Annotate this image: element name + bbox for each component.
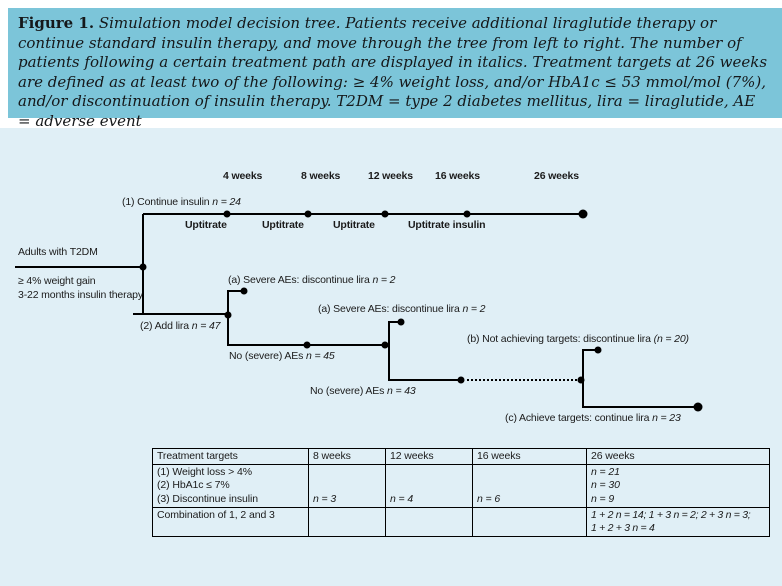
no-ae45-label: No (severe) AEs n = 45 xyxy=(229,350,335,363)
not-achieving-label: (b) Not achieving targets: discontinue l… xyxy=(467,333,689,346)
severe-ae2-vline xyxy=(388,321,390,381)
root-label: Adults with T2DM xyxy=(18,246,98,258)
n-12-weeks-value: n = 4 xyxy=(390,492,414,505)
no-ae43-n: n = 43 xyxy=(386,385,416,397)
header-treatment-targets: Treatment targets xyxy=(152,447,309,466)
root-line xyxy=(15,266,143,268)
week-label-4: 4 weeks xyxy=(223,170,263,182)
treatment-targets-table: Treatment targets 8 weeks 12 weeks 16 we… xyxy=(152,447,770,538)
not-achieving-hline xyxy=(582,349,598,351)
cell-combination-label: Combination of 1, 2 and 3 xyxy=(152,506,309,538)
branch1-tick-12w xyxy=(381,210,389,218)
target-line-3: (3) Discontinue insulin xyxy=(157,492,258,505)
no-ae43-node-dot xyxy=(577,376,585,384)
severe-ae2-label: (a) Severe AEs: discontinue lira n = 2 xyxy=(318,303,486,316)
not-achieving-label-text: (b) Not achieving targets: discontinue l… xyxy=(467,333,651,345)
branch1-tick-8w xyxy=(304,210,312,218)
severe-ae2-dot xyxy=(397,318,405,326)
not-achieving-vline xyxy=(582,350,584,407)
branch1-end-dot xyxy=(578,209,588,219)
table-targets-row: (1) Weight loss > 4% (2) HbA1c ≤ 7% (3) … xyxy=(152,464,770,508)
cell-n-12-weeks: n = 4 xyxy=(385,464,473,508)
cell-n-8-weeks: n = 3 xyxy=(308,464,386,508)
branch2-label-text: (2) Add lira xyxy=(140,320,189,332)
branch1-line xyxy=(143,213,583,215)
header-12-weeks: 12 weeks xyxy=(385,447,473,466)
not-achieving-dot xyxy=(594,346,602,354)
week-label-12: 12 weeks xyxy=(368,170,413,182)
no-ae43-label-text: No (severe) AEs xyxy=(310,385,385,397)
cell-combination-12w xyxy=(385,506,473,538)
root-criteria-1: ≥ 4% weight gain xyxy=(18,275,96,287)
combination-result-line2: 1 + 2 + 3 n = 4 xyxy=(591,522,655,535)
uptitrate-insulin-label: Uptitrate insulin xyxy=(408,219,486,231)
branch2-n: n = 47 xyxy=(191,320,221,332)
figure-caption-label: Figure 1. xyxy=(18,14,95,32)
uptitrate-label-1: Uptitrate xyxy=(185,219,227,231)
cell-n-16-weeks: n = 6 xyxy=(472,464,587,508)
achieve-n: n = 23 xyxy=(652,412,681,424)
no-ae43-tick-dot xyxy=(457,376,465,384)
n-26-weeks-line2: n = 30 xyxy=(591,479,620,492)
n-26-weeks-line3: n = 9 xyxy=(591,492,615,505)
root-criteria-2: 3-22 months insulin therapy xyxy=(18,289,143,301)
achieve-line xyxy=(582,406,698,408)
branch1-n: n = 24 xyxy=(212,196,241,208)
cell-combination-26w: 1 + 2 n = 14; 1 + 3 n = 2; 2 + 3 n = 3; … xyxy=(586,506,770,538)
n-26-weeks-line1: n = 21 xyxy=(591,466,620,479)
cell-target-list: (1) Weight loss > 4% (2) HbA1c ≤ 7% (3) … xyxy=(152,464,309,508)
target-line-1: (1) Weight loss > 4% xyxy=(157,466,252,479)
uptitrate-label-2: Uptitrate xyxy=(262,219,304,231)
combination-result-line1: 1 + 2 n = 14; 1 + 3 n = 2; 2 + 3 n = 3; xyxy=(591,508,751,521)
table-combination-row: Combination of 1, 2 and 3 1 + 2 n = 14; … xyxy=(152,506,770,538)
cell-combination-8w xyxy=(308,506,386,538)
header-26-weeks: 26 weeks xyxy=(586,447,770,466)
cell-n-26-weeks: n = 21 n = 30 n = 9 xyxy=(586,464,770,508)
severe-ae1-label: (a) Severe AEs: discontinue lira n = 2 xyxy=(228,274,396,287)
branch1-tick-4w xyxy=(223,210,231,218)
root-trunk-line xyxy=(142,214,144,315)
week-label-8: 8 weeks xyxy=(301,170,341,182)
n-16-weeks-value: n = 6 xyxy=(477,492,501,505)
cell-combination-16w xyxy=(472,506,587,538)
severe-ae1-hline xyxy=(227,290,244,292)
severe-ae1-label-text: (a) Severe AEs: discontinue lira xyxy=(228,274,370,286)
branch2-down-vline xyxy=(227,315,229,345)
figure-caption-text: Simulation model decision tree. Patients… xyxy=(18,14,768,130)
branch1-tick-16w xyxy=(463,210,471,218)
severe-ae1-dot xyxy=(240,287,248,295)
table-header-row: Treatment targets 8 weeks 12 weeks 16 we… xyxy=(152,447,770,466)
severe-ae1-n: n = 2 xyxy=(372,274,396,286)
no-ae43-dotted-line xyxy=(462,379,581,381)
week-label-26: 26 weeks xyxy=(534,170,579,182)
uptitrate-label-3: Uptitrate xyxy=(333,219,375,231)
no-ae45-n: n = 45 xyxy=(305,350,335,362)
no-ae43-solid-line xyxy=(388,379,462,381)
branch1-label-text: (1) Continue insulin xyxy=(122,196,210,208)
severe-ae2-hline xyxy=(388,321,401,323)
no-ae45-label-text: No (severe) AEs xyxy=(229,350,304,362)
achieve-label: (c) Achieve targets: continue lira n = 2… xyxy=(505,412,681,425)
target-line-2: (2) HbA1c ≤ 7% xyxy=(157,479,230,492)
severe-ae2-n: n = 2 xyxy=(462,303,486,315)
achieve-label-text: (c) Achieve targets: continue lira xyxy=(505,412,650,424)
header-8-weeks: 8 weeks xyxy=(308,447,386,466)
branch2-line xyxy=(133,313,229,315)
n-8-weeks-value: n = 3 xyxy=(313,492,337,505)
no-ae43-label: No (severe) AEs n = 43 xyxy=(310,385,416,398)
branch1-label: (1) Continue insulin n = 24 xyxy=(122,196,241,209)
severe-ae1-vline xyxy=(227,291,229,315)
no-ae45-tick-dot xyxy=(303,341,311,349)
header-16-weeks: 16 weeks xyxy=(472,447,587,466)
week-label-16: 16 weeks xyxy=(435,170,480,182)
figure-caption: Figure 1. Simulation model decision tree… xyxy=(8,8,782,130)
achieve-end-dot xyxy=(693,402,703,412)
not-achieving-n: (n = 20) xyxy=(653,333,689,345)
branch2-label: (2) Add lira n = 47 xyxy=(140,320,221,333)
severe-ae2-label-text: (a) Severe AEs: discontinue lira xyxy=(318,303,460,315)
no-ae45-node-dot xyxy=(381,341,389,349)
